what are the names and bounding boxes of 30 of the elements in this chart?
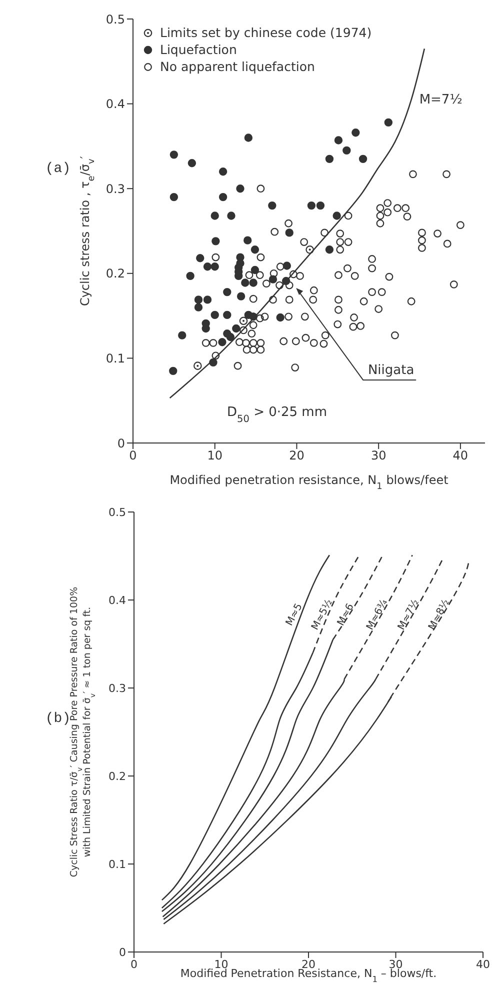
annotation: Niigata: [368, 362, 414, 378]
x-tick-label: 0: [130, 958, 138, 971]
x-axis-title: Modified penetration resistance, N$_{1}$ blows/feet: [170, 473, 449, 492]
text: M≈5: [284, 602, 305, 628]
text: (a): [45, 161, 71, 177]
text: M≈6: [336, 602, 356, 628]
legend-label: No apparent liquefaction: [160, 58, 315, 75]
y-tick-label: 0.5: [108, 506, 126, 519]
y-tick-label: 0.3: [108, 682, 126, 695]
y-tick-label: 0.4: [106, 97, 125, 112]
x-tick-label: 30: [370, 448, 386, 463]
y-tick-label: 0.1: [108, 858, 126, 871]
y-tick-label: 0.2: [108, 770, 126, 783]
legend-label: Limits set by chinese code (1974): [160, 24, 372, 41]
y-tick-label: 0: [117, 436, 125, 450]
series-label: M=7½: [419, 92, 462, 108]
x-tick-label: 20: [289, 448, 304, 463]
y-tick-label: 0.1: [106, 351, 125, 366]
y-tick-label: 0.5: [106, 12, 125, 26]
legend-label: Liquefaction: [160, 41, 237, 58]
annotation: D$_{50}$ > 0·25 mm: [227, 405, 327, 424]
y-tick-label: 0.2: [106, 266, 125, 281]
y-tick-label: 0: [119, 946, 126, 959]
x-tick-label: 40: [476, 958, 490, 971]
text: (b): [45, 711, 71, 727]
x-tick-label: 10: [207, 448, 222, 463]
y-tick-label: 0.4: [108, 594, 126, 607]
x-tick-label: 0: [129, 448, 137, 463]
x-tick-label: 40: [452, 448, 468, 463]
y-tick-label: 0.3: [106, 182, 125, 196]
